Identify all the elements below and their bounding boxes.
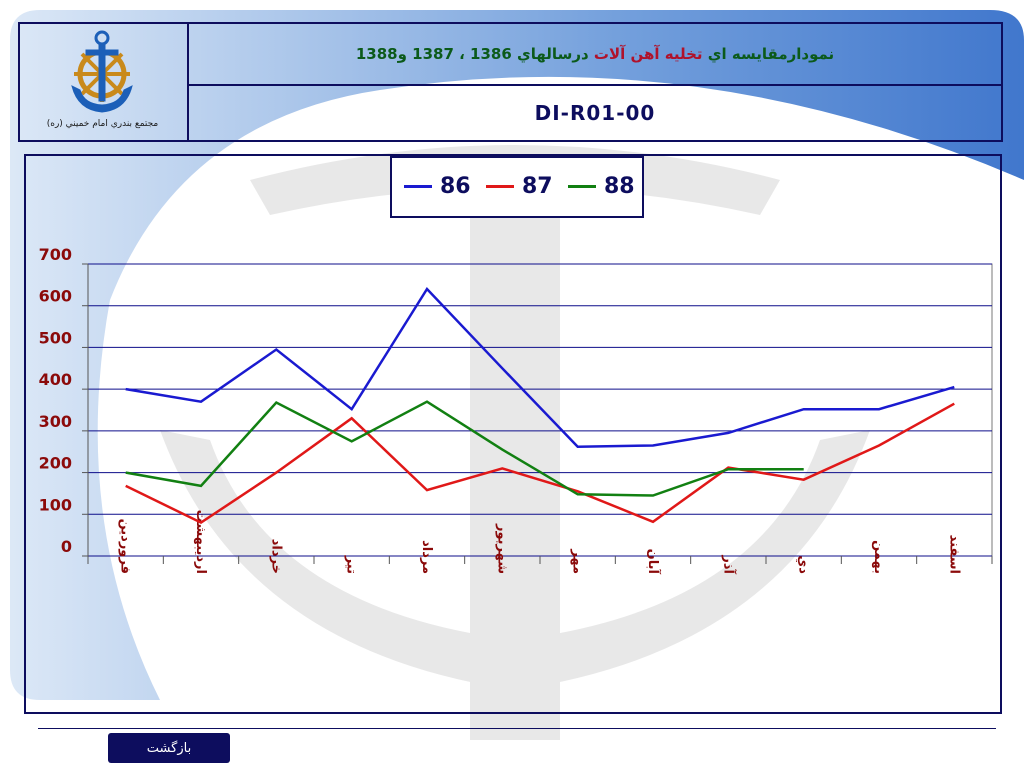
x-tick-label: بهمن — [871, 540, 886, 574]
anchor-wheel-logo-icon — [71, 30, 133, 113]
legend-swatch-86 — [404, 185, 432, 188]
y-tick-label: 0 — [61, 537, 72, 556]
legend-label-86: 86 — [440, 174, 471, 199]
series-line-86 — [125, 286, 955, 448]
chart-frame — [24, 154, 1002, 714]
y-tick-label: 400 — [39, 370, 72, 389]
legend-swatch-88 — [568, 185, 596, 188]
title-part-2: تخليه آهن آلات — [593, 45, 703, 63]
x-tick-label: دي — [796, 555, 811, 574]
document-code: DI-R01-00 — [534, 101, 656, 125]
y-tick-label: 200 — [39, 454, 72, 473]
y-tick-label: 700 — [39, 245, 72, 264]
chart-legend: 86 87 88 — [390, 156, 644, 218]
y-tick-label: 600 — [39, 287, 72, 306]
x-tick-label: شهريور — [494, 523, 509, 574]
title-part-3: درسالهاي 1386 ، 1387 و1388 — [355, 45, 589, 63]
y-tick-label: 500 — [39, 328, 72, 347]
x-tick-label: تير — [344, 555, 359, 574]
x-tick-label: ارديبهشت — [193, 510, 208, 574]
y-tick-label: 300 — [39, 412, 72, 431]
legend-item-88: 88 — [568, 174, 635, 199]
x-tick-label: اسفند — [946, 535, 961, 574]
title-part-1: نمودارمقايسه اي — [707, 45, 835, 63]
x-tick-label: آذر — [720, 554, 737, 574]
legend-item-86: 86 — [404, 174, 471, 199]
logo-cell: مجتمع بندري امام خميني (ره) — [20, 24, 189, 140]
legend-label-88: 88 — [604, 174, 635, 199]
legend-swatch-87 — [486, 185, 514, 188]
x-tick-label: آبان — [645, 549, 662, 575]
legend-item-87: 87 — [486, 174, 553, 199]
x-tick-label: خرداد — [268, 539, 283, 574]
x-tick-label: مرداد — [419, 540, 434, 574]
back-button[interactable]: بازگشت — [108, 733, 230, 763]
y-tick-label: 100 — [39, 495, 72, 514]
series-line-88 — [125, 400, 804, 497]
logo-caption: مجتمع بندري امام خميني (ره) — [46, 119, 159, 129]
legend-label-87: 87 — [522, 174, 553, 199]
page-title: نمودارمقايسه اي تخليه آهن آلات درسالهاي … — [189, 24, 1001, 86]
series-line-87 — [125, 402, 955, 525]
header-frame: مجتمع بندري امام خميني (ره) نمودارمقايسه… — [18, 22, 1003, 142]
footer-divider — [38, 728, 996, 729]
x-tick-label: مهر — [570, 548, 585, 574]
x-tick-label: فروردين — [118, 519, 133, 574]
